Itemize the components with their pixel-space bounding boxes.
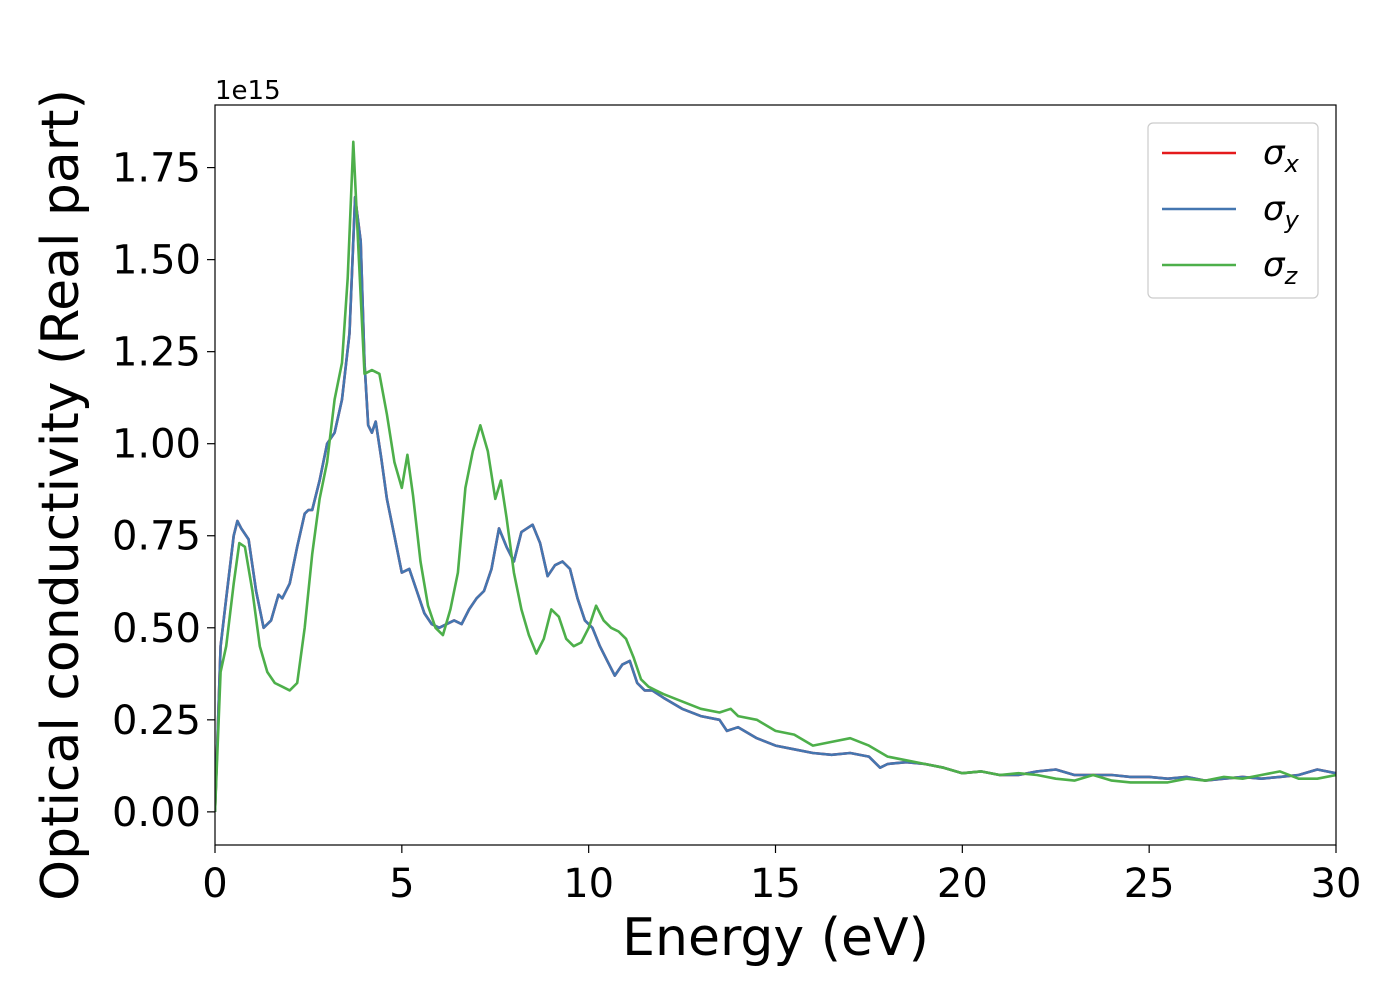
series-line-3 <box>215 140 1336 812</box>
legend-label-1: σx <box>1263 133 1300 178</box>
y-axis: 0.00 0.25 0.50 0.75 1.00 1.25 1.50 1.75 <box>112 146 215 836</box>
x-axis-title: Energy (eV) <box>622 908 929 968</box>
legend: σx σy σz <box>1147 122 1319 299</box>
x-tick-label: 15 <box>750 861 801 907</box>
y-axis-title: Optical conductivity (Real part) <box>31 89 91 901</box>
y-tick-label: 0.50 <box>112 606 201 652</box>
y-tick-label: 0.75 <box>112 514 201 560</box>
legend-label-3: σz <box>1263 245 1299 290</box>
y-tick-label: 0.25 <box>112 698 201 744</box>
y-tick-label: 1.00 <box>112 422 201 468</box>
y-tick-label: 1.75 <box>112 146 201 192</box>
legend-label-2: σy <box>1263 189 1300 234</box>
x-tick-label: 25 <box>1124 861 1175 907</box>
series-layer <box>215 140 1336 812</box>
x-tick-label: 10 <box>563 861 614 907</box>
y-offset-text: 1e15 <box>215 76 281 106</box>
y-tick-label: 1.25 <box>112 330 201 376</box>
legend-box <box>1147 122 1319 299</box>
x-tick-label: 30 <box>1311 861 1362 907</box>
y-tick-label: 0.00 <box>112 790 201 836</box>
y-tick-label: 1.50 <box>112 238 201 284</box>
x-tick-label: 5 <box>389 861 414 907</box>
series-line-2 <box>215 195 1336 812</box>
x-tick-label: 0 <box>202 861 227 907</box>
x-axis: 0 5 10 15 20 25 30 <box>202 845 1361 907</box>
x-tick-label: 20 <box>937 861 988 907</box>
